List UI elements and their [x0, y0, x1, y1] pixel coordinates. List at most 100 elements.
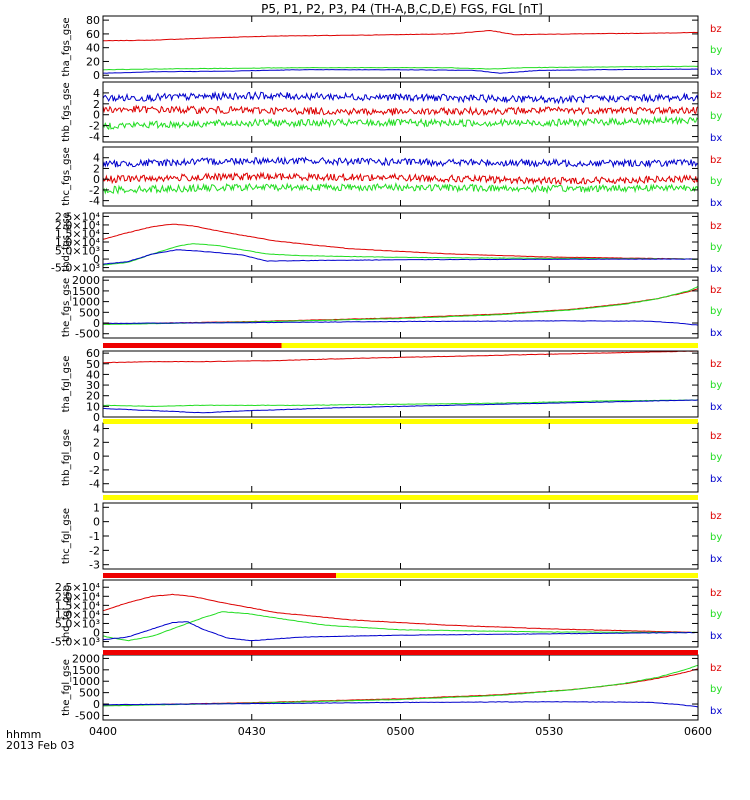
y-axis-label: the_fgl_gse [61, 659, 72, 716]
x-axis-label-date: 2013 Feb 03 [6, 739, 74, 752]
y-tick-label: 1.5×10⁴ [55, 227, 101, 240]
series-line-by-the_fgl_gse [102, 664, 699, 707]
y-tick-label: 1500 [72, 664, 100, 677]
y-tick-label: 20 [86, 55, 100, 68]
y-tick-label: 40 [86, 368, 100, 381]
y-tick-label: 1.0×10⁴ [55, 608, 101, 621]
x-tick-label: 0600 [684, 725, 712, 738]
y-tick-label: -2 [89, 464, 100, 477]
y-tick-label: 500 [79, 687, 100, 700]
legend-entry-bz: bz [710, 588, 722, 599]
legend-entry-bz: bz [710, 511, 722, 522]
legend-entry-bx: bx [710, 631, 722, 642]
y-tick-label: 60 [86, 347, 100, 360]
legend-entry-bz: bz [710, 663, 722, 674]
legend-entry-bz: bz [710, 359, 722, 370]
status-bar-segment-yellow [336, 573, 698, 578]
legend-entry-by: by [710, 452, 722, 463]
legend-entry-by: by [710, 306, 722, 317]
legend-entry-by: by [710, 532, 722, 543]
x-tick-label: 0430 [238, 725, 266, 738]
status-bar-segment-yellow [281, 343, 698, 348]
legend-entry-bx: bx [710, 554, 722, 565]
series-line-bx-the_fgl_gse [103, 701, 699, 708]
y-tick-label: 2.5×10⁴ [55, 581, 101, 594]
y-axis-label: tha_fgl_gse [61, 356, 72, 413]
y-axis-label: thc_fgl_gse [61, 508, 72, 564]
y-tick-label: -500 [75, 328, 100, 341]
series-line-bx-thd_fgs_gse [102, 249, 699, 265]
series-line-bx-thb_fgs_gse [102, 90, 699, 105]
series-line-bx-thc_fgs_gse [102, 156, 699, 169]
y-tick-label: 0 [93, 109, 100, 122]
legend-entry-bz: bz [710, 431, 722, 442]
legend-entry-bx: bx [710, 328, 722, 339]
series-line-bz-thd_fgs_gse [102, 223, 699, 260]
status-bar-segment-yellow [103, 495, 698, 500]
y-tick-label: 30 [86, 379, 100, 392]
y-axis-label: thb_fgs_gse [61, 82, 72, 141]
y-tick-label: 1.0×10⁴ [55, 236, 101, 249]
y-tick-label: 2.0×10⁴ [55, 590, 101, 603]
y-tick-label: 5.0×10³ [55, 617, 100, 630]
legend-entry-bx: bx [710, 264, 722, 275]
legend-entry-bz: bz [710, 285, 722, 296]
legend-entry-by: by [710, 380, 722, 391]
panel-frame [102, 502, 699, 570]
y-tick-label: -2 [89, 544, 100, 557]
legend-entry-by: by [710, 609, 722, 620]
panel-frame [102, 579, 699, 648]
y-tick-label: 500 [79, 306, 100, 319]
y-tick-label: -4 [89, 478, 100, 491]
series-line-bx-the_fgs_gse [103, 320, 699, 326]
y-tick-label: 2000 [72, 652, 100, 665]
chart-title: P5, P1, P2, P3, P4 (TH-A,B,C,D,E) FGS, F… [261, 2, 543, 16]
legend-entry-bx: bx [710, 133, 722, 144]
x-axis-label-hhmm: hhmm [6, 728, 41, 741]
y-tick-label: -3 [89, 559, 100, 572]
series-line-by-thc_fgs_gse [102, 182, 699, 195]
y-tick-label: 0 [93, 450, 100, 463]
y-axis-label: thd_fgs_gse [61, 212, 72, 271]
y-tick-label: 0 [93, 253, 100, 266]
series-line-by-tha_fgl_gse [102, 399, 699, 407]
panel-frame [102, 276, 699, 339]
legend-entry-bx: bx [710, 67, 722, 78]
status-bar-segment-red [103, 573, 337, 578]
legend-entry-bx: bx [710, 474, 722, 485]
y-tick-label: 4 [93, 423, 100, 436]
y-tick-label: -4 [89, 131, 100, 144]
y-tick-label: 2 [93, 436, 100, 449]
y-tick-label: 2 [93, 162, 100, 175]
series-line-bx-tha_fgs_gse [103, 68, 699, 74]
legend-entry-by: by [710, 684, 722, 695]
series-line-by-tha_fgs_gse [102, 65, 699, 71]
y-axis-label: thd_fgl_gse [61, 585, 72, 642]
y-axis-label: tha_fgs_gse [61, 17, 72, 76]
legend-entry-bx: bx [710, 402, 722, 413]
panel-thd_fgs_gse: -5.0×10³05.0×10³1.0×10⁴1.5×10⁴2.0×10⁴2.5… [51, 210, 722, 275]
y-tick-label: -500 [75, 709, 100, 722]
panel-frame [102, 81, 699, 143]
panel-thd_fgl_gse: -5.0×10³05.0×10³1.0×10⁴1.5×10⁴2.0×10⁴2.5… [51, 579, 722, 649]
x-tick-label: 0400 [89, 725, 117, 738]
status-bar-segment-red [103, 650, 698, 655]
y-tick-label: 0 [93, 173, 100, 186]
legend-entry-by: by [710, 45, 722, 56]
y-tick-label: -4 [89, 195, 100, 208]
y-tick-label: 1000 [72, 296, 100, 309]
y-tick-label: 0 [93, 69, 100, 82]
y-tick-label: 1500 [72, 285, 100, 298]
y-tick-label: 60 [86, 28, 100, 41]
panel-frame [102, 212, 699, 272]
y-tick-label: 2000 [72, 274, 100, 287]
y-tick-label: -5.0×10³ [51, 636, 100, 649]
y-tick-label: 2 [93, 98, 100, 111]
status-bars-group [103, 343, 698, 655]
y-tick-label: 1.5×10⁴ [55, 599, 101, 612]
